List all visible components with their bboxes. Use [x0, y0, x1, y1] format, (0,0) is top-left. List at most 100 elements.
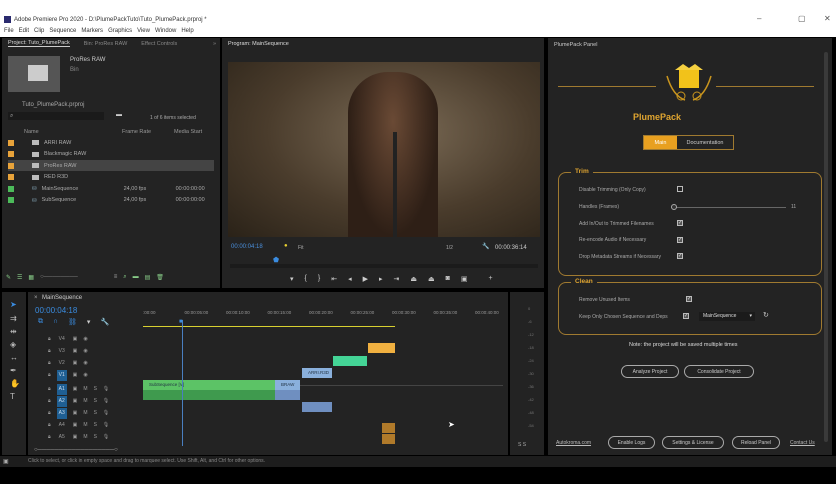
solo-button[interactable]: S	[93, 422, 97, 428]
sync-lock-icon[interactable]: ▣	[72, 372, 78, 378]
project-item[interactable]: RED R3D	[8, 172, 214, 183]
tab-documentation[interactable]: Documentation	[686, 140, 724, 146]
lock-icon[interactable]: 🔒︎	[48, 372, 51, 378]
lock-icon[interactable]: 🔒︎	[48, 410, 51, 416]
trash-icon[interactable]: 🗑	[156, 275, 164, 281]
slip-tool-icon[interactable]: ↔	[10, 353, 18, 362]
type-tool-icon[interactable]: T	[10, 392, 15, 401]
reload-panel-button[interactable]: Reload Panel	[732, 436, 780, 449]
timeline-clip[interactable]	[302, 402, 332, 412]
project-item[interactable]: ⛁ SubSequence 24,00 fps 00:00:00:00	[8, 195, 214, 206]
column-media-start[interactable]: Media Start	[174, 128, 203, 135]
list-view-icon[interactable]: ☰	[17, 275, 23, 281]
contact-us-link[interactable]: Contact Us	[790, 440, 815, 446]
lock-icon[interactable]: 🔒︎	[48, 360, 51, 366]
enable-logs-button[interactable]: Enable Logs	[608, 436, 655, 449]
eye-icon[interactable]: ◉	[83, 372, 88, 378]
label-color-swatch[interactable]	[8, 197, 14, 203]
program-timecode[interactable]: 00:00:04:18	[231, 244, 263, 250]
wrench-icon[interactable]: 🔧	[482, 244, 490, 250]
solo-button[interactable]: S	[93, 386, 97, 392]
tab-bin[interactable]: Bin: ProRes RAW	[83, 40, 128, 47]
timeline-clip[interactable]	[368, 343, 395, 353]
lock-icon[interactable]: 🔒︎	[48, 386, 51, 392]
go-to-out-icon[interactable]: ⇥	[393, 276, 400, 283]
sync-lock-icon[interactable]: ▣	[72, 434, 78, 440]
project-item[interactable]: ARRI RAW	[8, 137, 214, 148]
mute-button[interactable]: M	[83, 386, 88, 392]
track-target[interactable]: V1	[56, 370, 67, 381]
minimize-button[interactable]: –	[757, 14, 762, 23]
mute-button[interactable]: M	[83, 410, 88, 416]
eye-icon[interactable]: ◉	[83, 348, 88, 354]
eye-icon[interactable]: ◉	[83, 336, 88, 342]
track-zoom-scrollbar[interactable]: ○──────────────────○	[34, 447, 118, 453]
sequence-tab[interactable]: MainSequence	[42, 295, 83, 301]
timeline-clip[interactable]	[275, 390, 300, 400]
lock-icon[interactable]: 🔒︎	[48, 398, 51, 404]
label-color-swatch[interactable]	[8, 151, 14, 157]
consolidate-project-button[interactable]: Consolidate Project	[684, 365, 754, 378]
voiceover-mic-icon[interactable]: 🎙︎	[102, 398, 110, 404]
lock-icon[interactable]: 🔒︎	[48, 336, 51, 342]
add-marker-icon[interactable]: ▾	[290, 276, 294, 283]
menu-view[interactable]: View	[137, 28, 150, 34]
timeline-timecode[interactable]: 00:00:04:18	[35, 306, 78, 315]
work-area-bar[interactable]	[143, 326, 395, 327]
playhead-handle[interactable]: ■	[179, 319, 183, 325]
maximize-button[interactable]: ▢	[798, 14, 806, 23]
voiceover-mic-icon[interactable]: 🎙︎	[102, 434, 110, 440]
lock-icon[interactable]: 🔒︎	[48, 422, 51, 428]
button-editor-icon[interactable]: +	[488, 275, 493, 282]
close-button[interactable]: ✕	[824, 14, 831, 23]
timeline-clip[interactable]: BRAW	[275, 380, 300, 390]
mute-button[interactable]: M	[83, 398, 88, 404]
new-item-icon[interactable]: ▤	[144, 275, 151, 281]
fit-dropdown[interactable]: Fit	[298, 245, 304, 251]
sync-lock-icon[interactable]: ▣	[72, 360, 78, 366]
ripple-edit-tool-icon[interactable]: ⇹	[10, 327, 17, 336]
timeline-clip[interactable]	[333, 356, 367, 366]
lock-icon[interactable]: 🔒︎	[48, 348, 51, 354]
icon-view-icon[interactable]: ▦	[28, 275, 35, 281]
plumepack-panel-tab[interactable]: PlumePack Panel	[554, 42, 598, 48]
snap-icon[interactable]: ∩	[53, 318, 59, 325]
go-to-in-icon[interactable]: ⇤	[331, 276, 338, 283]
sequence-dropdown[interactable]: MainSequence ▾	[699, 312, 755, 321]
remove-unused-checkbox[interactable]: ✓	[686, 296, 692, 302]
lift-icon[interactable]: ⏏	[410, 276, 417, 283]
disable-trimming-checkbox[interactable]	[677, 186, 683, 192]
timeline-settings-wrench-icon[interactable]: 🔧	[100, 319, 110, 326]
sync-lock-icon[interactable]: ▣	[72, 398, 78, 404]
timeline-clip[interactable]: ARRI.R3D	[302, 368, 332, 378]
timeline-clip[interactable]	[143, 390, 275, 400]
eye-icon[interactable]: ◉	[83, 360, 88, 366]
extract-icon[interactable]: ⏏	[428, 276, 435, 283]
sync-lock-icon[interactable]: ▣	[72, 410, 78, 416]
project-item[interactable]: ProRes RAW	[8, 160, 214, 171]
project-item[interactable]: Blackmagic RAW	[8, 149, 214, 160]
label-color-swatch[interactable]	[8, 185, 14, 192]
menu-window[interactable]: Window	[154, 28, 177, 34]
playhead-line[interactable]	[182, 320, 183, 446]
track-select-tool-icon[interactable]: ⇉	[10, 314, 17, 323]
mute-button[interactable]: M	[83, 434, 88, 440]
tab-effect-controls[interactable]: Effect Controls	[141, 40, 178, 47]
sync-lock-icon[interactable]: ▣	[72, 422, 78, 428]
menu-graphics[interactable]: Graphics	[108, 28, 133, 34]
timeline-clip[interactable]	[382, 423, 395, 433]
drop-metadata-checkbox[interactable]: ✓	[677, 253, 683, 259]
selection-tool-icon[interactable]: ➤	[10, 300, 17, 309]
timeline-clip[interactable]	[382, 434, 395, 444]
close-sequence-icon[interactable]: ×	[34, 295, 38, 301]
track-target[interactable]: V3	[58, 348, 65, 354]
solo-button[interactable]: S	[93, 434, 97, 440]
track-target[interactable]: A2	[56, 396, 67, 407]
insert-overwrite-icon[interactable]: ⧉	[38, 318, 43, 325]
tab-program[interactable]: Program: MainSequence	[228, 40, 289, 47]
track-target[interactable]: A1	[56, 384, 67, 395]
solo-button[interactable]: S	[93, 398, 97, 404]
label-color-swatch[interactable]	[8, 139, 14, 146]
menu-file[interactable]: File	[4, 28, 14, 34]
mark-in-icon[interactable]: {	[304, 275, 307, 282]
